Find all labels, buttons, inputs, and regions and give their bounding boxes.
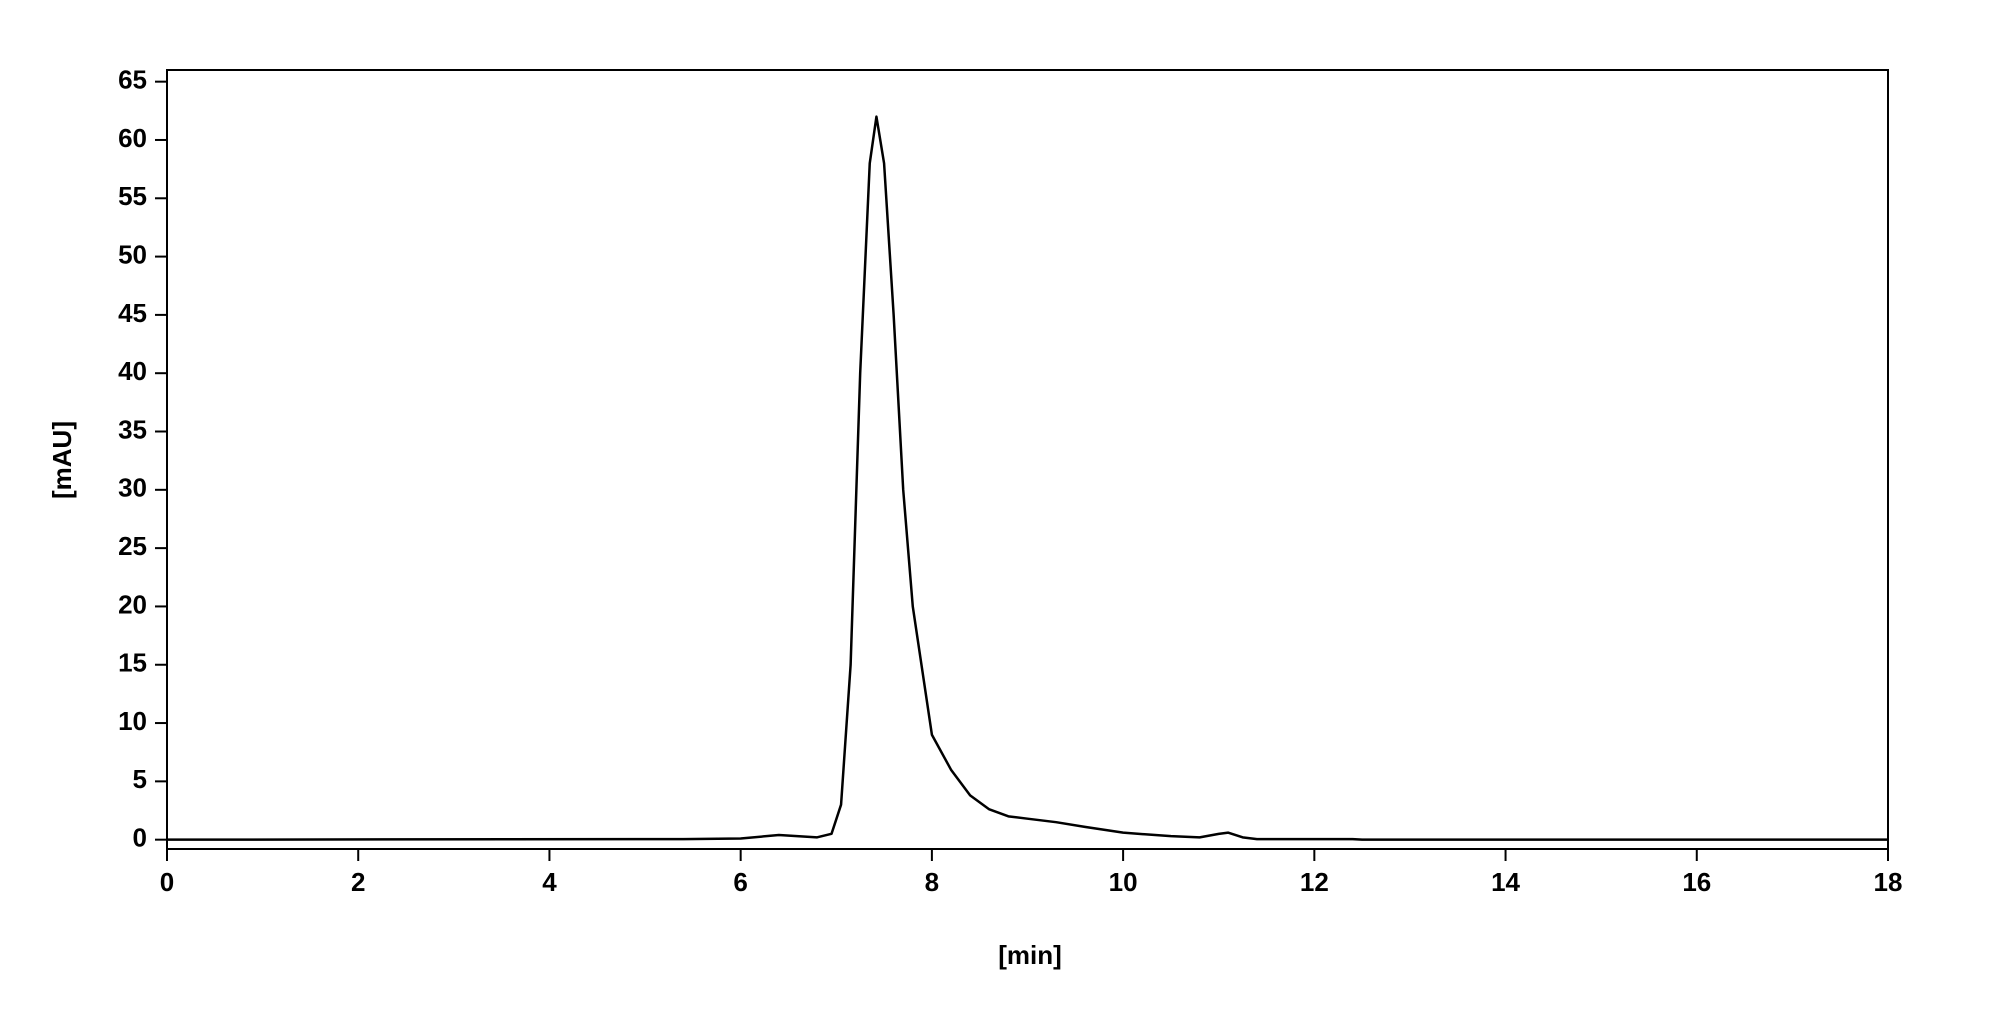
x-axis-label: [min] bbox=[998, 940, 1062, 970]
y-tick-label: 45 bbox=[118, 298, 147, 328]
y-tick-label: 60 bbox=[118, 123, 147, 153]
y-tick-label: 15 bbox=[118, 648, 147, 678]
x-tick-label: 2 bbox=[351, 867, 365, 897]
y-tick-label: 30 bbox=[118, 473, 147, 503]
x-tick-label: 12 bbox=[1300, 867, 1329, 897]
x-tick-label: 0 bbox=[160, 867, 174, 897]
x-tick-label: 6 bbox=[733, 867, 747, 897]
x-tick-label: 10 bbox=[1109, 867, 1138, 897]
x-tick-label: 4 bbox=[542, 867, 557, 897]
y-tick-label: 50 bbox=[118, 239, 147, 269]
x-tick-label: 16 bbox=[1682, 867, 1711, 897]
y-tick-label: 40 bbox=[118, 356, 147, 386]
y-tick-label: 10 bbox=[118, 706, 147, 736]
y-tick-label: 0 bbox=[133, 823, 147, 853]
plot-frame bbox=[166, 69, 1889, 850]
y-tick-label: 25 bbox=[118, 531, 147, 561]
y-tick-label: 65 bbox=[118, 65, 147, 95]
x-tick-label: 14 bbox=[1491, 867, 1520, 897]
y-tick-label: 55 bbox=[118, 181, 147, 211]
x-tick-label: 8 bbox=[925, 867, 939, 897]
y-tick-label: 35 bbox=[118, 414, 147, 444]
x-tick-label: 18 bbox=[1874, 867, 1903, 897]
chromatogram-line bbox=[166, 115, 1888, 841]
y-axis-label: [mAU] bbox=[47, 421, 77, 499]
y-tick-label: 5 bbox=[133, 764, 147, 794]
y-tick-label: 20 bbox=[118, 589, 147, 619]
